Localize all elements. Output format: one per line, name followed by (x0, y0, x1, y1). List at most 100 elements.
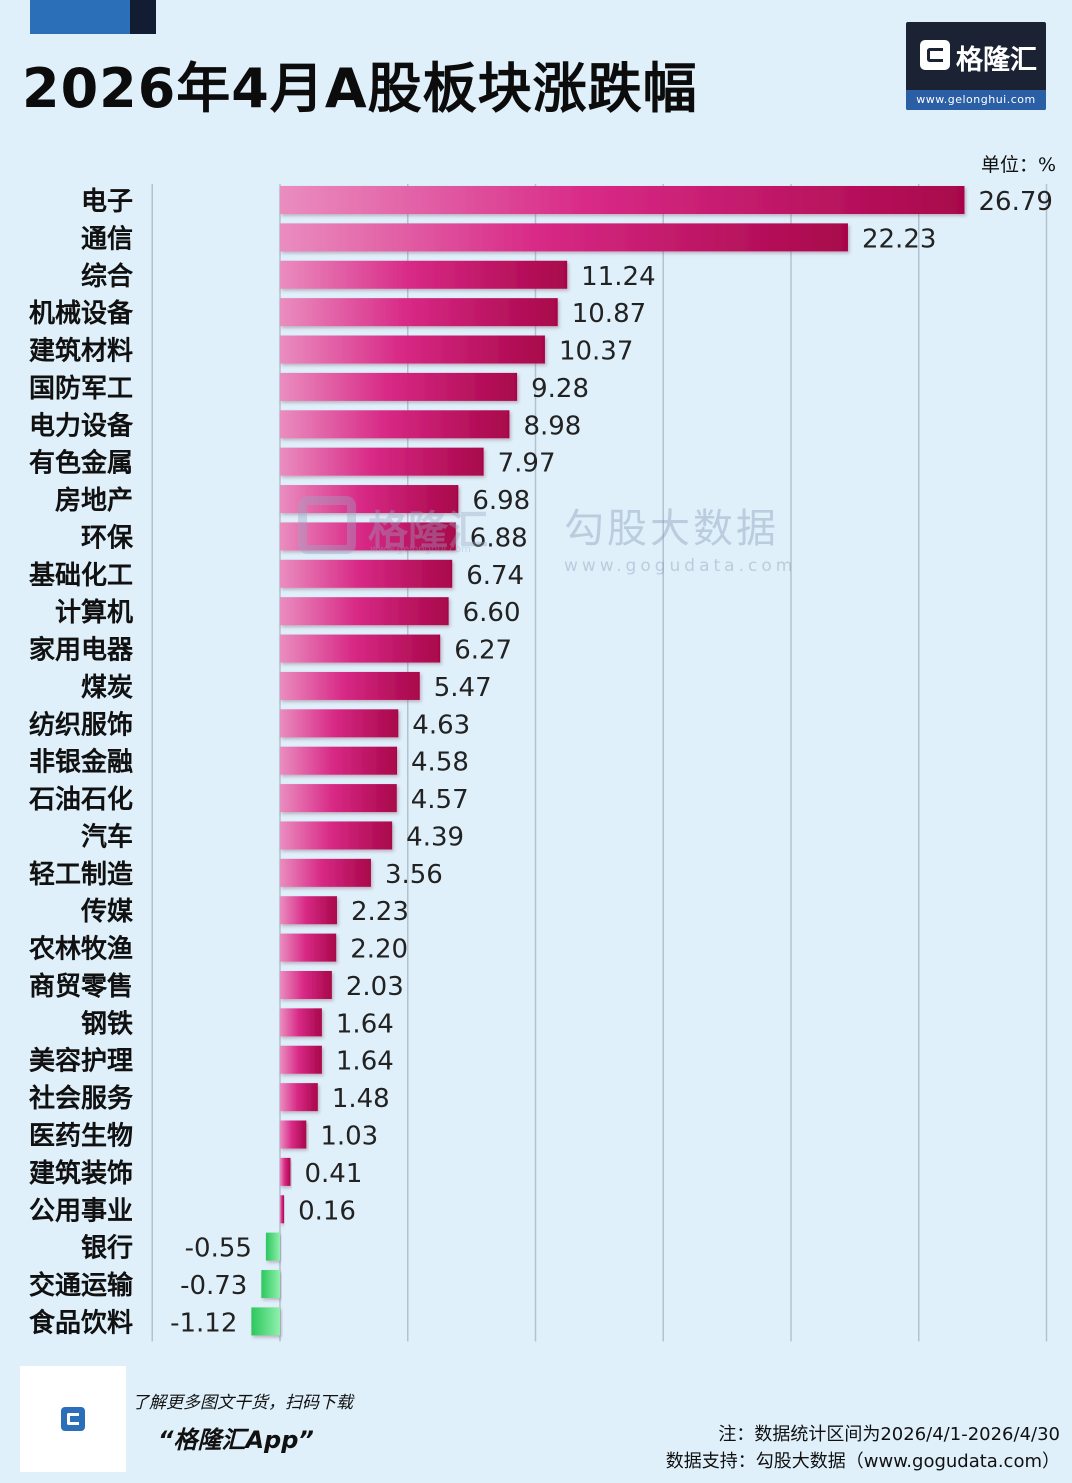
bar (265, 1232, 280, 1261)
bar (280, 746, 398, 775)
accent-blue-block (30, 0, 130, 34)
category-label: 商贸零售 (29, 971, 133, 1002)
bar (280, 671, 420, 700)
category-label: 国防军工 (29, 374, 133, 404)
bar (280, 821, 393, 850)
bars-group (251, 186, 965, 1336)
logo-url: www.gelonghui.com (906, 90, 1046, 110)
bar (251, 1307, 280, 1336)
category-label: 环保 (81, 523, 134, 553)
category-label: 钢铁 (81, 1008, 133, 1039)
category-label: 综合 (81, 261, 134, 292)
category-label: 房地产 (55, 486, 133, 516)
qr-code[interactable] (20, 1366, 126, 1472)
value-label: 4.39 (406, 822, 464, 852)
category-label: 通信 (81, 224, 133, 254)
category-label: 建筑材料 (29, 336, 133, 367)
value-label: 1.64 (336, 1047, 394, 1077)
logo-name: 格隆汇 (956, 45, 1037, 76)
bar (280, 784, 397, 813)
category-label: 计算机 (55, 597, 133, 628)
category-label: 银行 (81, 1233, 133, 1264)
category-label: 基础化工 (29, 561, 133, 591)
bar (280, 260, 568, 289)
category-labels: 电子通信综合机械设备建筑材料国防军工电力设备有色金属房地产环保基础化工计算机家用… (28, 187, 134, 1338)
category-label: 机械设备 (29, 299, 134, 329)
bar (280, 298, 558, 327)
category-label: 电力设备 (29, 411, 134, 441)
value-label: 1.03 (320, 1122, 378, 1152)
value-label: 2.03 (346, 972, 404, 1002)
value-label: 2.20 (350, 935, 408, 965)
bar (280, 223, 848, 252)
category-label: 有色金属 (29, 448, 133, 479)
value-label: 6.98 (472, 486, 530, 516)
category-label: 食品饮料 (29, 1307, 133, 1338)
bar (280, 597, 449, 626)
value-label: 1.64 (336, 1009, 394, 1039)
bar (280, 1008, 322, 1037)
category-label: 纺织服饰 (29, 709, 133, 740)
value-label: -0.73 (180, 1271, 247, 1301)
category-label: 非银金融 (29, 747, 133, 778)
unit-label: 单位：% (980, 154, 1056, 176)
bar (280, 447, 484, 476)
bar (280, 896, 337, 925)
category-label: 轻工制造 (29, 860, 133, 890)
brand-logo: 格隆汇 www.gelonghui.com (906, 22, 1046, 110)
value-label: 0.16 (298, 1196, 356, 1226)
value-labels: 26.79 22.23 11.24 10.87 10.37 9.28 8.98 7.97 6.9… (170, 187, 1053, 1338)
app-name: “格隆汇App” (158, 1426, 314, 1454)
value-label: 4.58 (411, 748, 469, 778)
bar (280, 485, 459, 514)
bar (280, 372, 518, 401)
value-label: 7.97 (498, 449, 556, 479)
bar (280, 634, 441, 663)
category-label: 电子 (81, 187, 133, 217)
category-label: 农林牧渔 (28, 935, 133, 965)
bar (280, 186, 965, 214)
bar (280, 559, 453, 588)
value-label: 0.41 (304, 1159, 362, 1189)
value-label: 11.24 (581, 262, 655, 292)
value-label: 6.88 (470, 523, 528, 553)
header-accent-bar (30, 0, 156, 34)
category-label: 家用电器 (29, 635, 134, 666)
bar-chart: 电子通信综合机械设备建筑材料国防军工电力设备有色金属房地产环保基础化工计算机家用… (28, 184, 1053, 1342)
value-label: -1.12 (170, 1308, 237, 1338)
value-label: 6.60 (463, 598, 521, 628)
bar (261, 1270, 280, 1299)
category-label: 交通运输 (29, 1270, 134, 1301)
value-label: 6.27 (454, 636, 512, 666)
value-label: 2.23 (351, 897, 409, 927)
value-label: 9.28 (531, 374, 589, 404)
category-label: 石油石化 (28, 785, 133, 815)
bar (280, 1083, 318, 1112)
bar (280, 410, 510, 439)
value-label: 22.23 (862, 224, 936, 254)
value-label: 3.56 (385, 860, 443, 890)
bar (280, 1195, 285, 1224)
bar (280, 858, 371, 887)
value-label: -0.55 (185, 1234, 252, 1264)
value-label: 4.57 (411, 785, 469, 815)
data-source: 数据支持：勾股大数据（www.gogudata.com） (665, 1451, 1060, 1472)
bar (280, 1045, 322, 1074)
category-label: 建筑装饰 (29, 1158, 133, 1189)
category-label: 医药生物 (29, 1122, 133, 1152)
category-label: 社会服务 (29, 1083, 133, 1114)
bar (280, 1157, 291, 1186)
category-label: 汽车 (81, 821, 133, 852)
bar (280, 1120, 307, 1149)
value-label: 10.87 (572, 299, 646, 329)
qr-center-logo-icon (61, 1407, 85, 1431)
value-label: 5.47 (434, 673, 492, 703)
category-label: 美容护理 (29, 1046, 133, 1077)
qr-note: 了解更多图文干货，扫码下载 (132, 1393, 353, 1413)
category-label: 煤炭 (81, 673, 133, 703)
accent-dark-block (130, 0, 156, 34)
value-label: 4.63 (412, 710, 470, 740)
category-label: 传媒 (80, 897, 134, 927)
logo-g-icon (920, 40, 950, 70)
category-label: 公用事业 (29, 1196, 133, 1226)
